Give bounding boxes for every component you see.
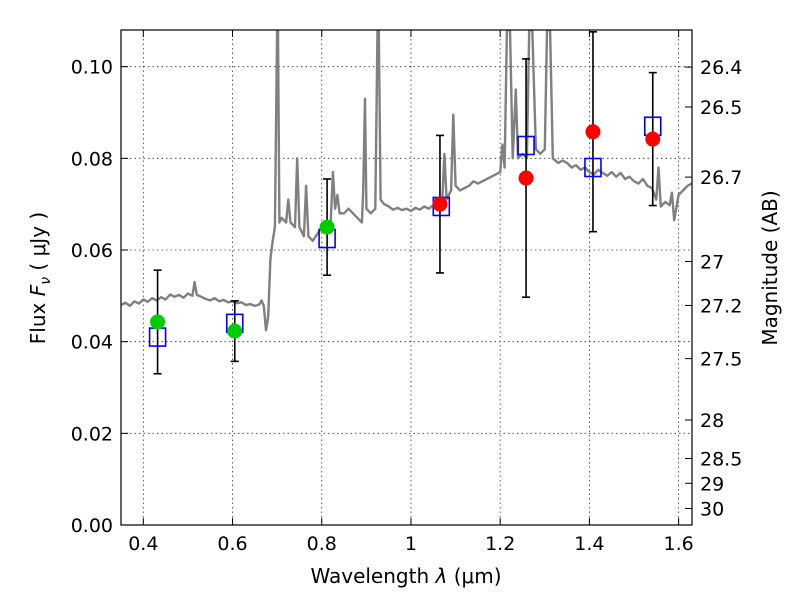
x-tick-label: 1.4 (574, 533, 604, 555)
x-tick-label: 1.2 (485, 533, 515, 555)
mag-tick-label: 29 (700, 473, 724, 495)
mag-tick-label: 26.5 (700, 97, 742, 119)
y-tick-label: 0.00 (71, 515, 113, 537)
mag-tick-label: 27 (700, 251, 724, 273)
x-tick-label: 0.8 (307, 533, 337, 555)
y-tick-label: 0.06 (71, 240, 113, 262)
model-spectrum (121, 30, 692, 332)
x-tick-label: 1 (405, 533, 417, 555)
ticks: 0.4 0.6 0.8 1 1.2 1.4 1.6 0.00 0.02 0.04 0.06 0.08 0… (71, 30, 742, 555)
observed-optical-point (150, 314, 166, 330)
model-photometry (148, 116, 662, 347)
grid (121, 30, 692, 526)
plot-frame (120, 29, 693, 526)
model-photometry-marker (584, 157, 602, 178)
observed-photometry (150, 124, 661, 339)
x-tick-label: 1.6 (664, 533, 694, 555)
y-tick-label: 0.08 (71, 148, 113, 170)
mag-tick-label: 27.2 (700, 295, 742, 317)
mag-tick-label: 26.4 (700, 57, 742, 79)
y-tick-label: 0.04 (71, 332, 113, 354)
model-photometry-marker (517, 135, 535, 156)
spectrum-line (121, 30, 692, 332)
y-axis-title: Flux Fν ( μJy ) (26, 212, 54, 344)
y-tick-label: 0.02 (71, 423, 113, 445)
mag-tick-label: 28.5 (700, 449, 742, 471)
observed-nir-point (645, 131, 661, 147)
y2-axis-title: Magnitude (AB) (758, 190, 782, 345)
mag-tick-label: 30 (700, 499, 724, 521)
observed-nir-point (518, 170, 534, 186)
mag-tick-label: 28 (700, 410, 724, 432)
x-tick-label: 0.4 (128, 533, 158, 555)
observed-optical-point (227, 323, 243, 339)
error-bars (153, 31, 657, 375)
observed-nir-point (432, 196, 448, 212)
observed-nir-point (585, 124, 601, 140)
mag-tick-label: 27.5 (700, 349, 742, 371)
observed-optical-point (319, 219, 335, 235)
x-tick-label: 0.6 (217, 533, 247, 555)
y-tick-label: 0.10 (71, 57, 113, 79)
mag-tick-label: 26.7 (700, 167, 742, 189)
x-axis-title: Wavelength λ (μm) (310, 564, 501, 588)
